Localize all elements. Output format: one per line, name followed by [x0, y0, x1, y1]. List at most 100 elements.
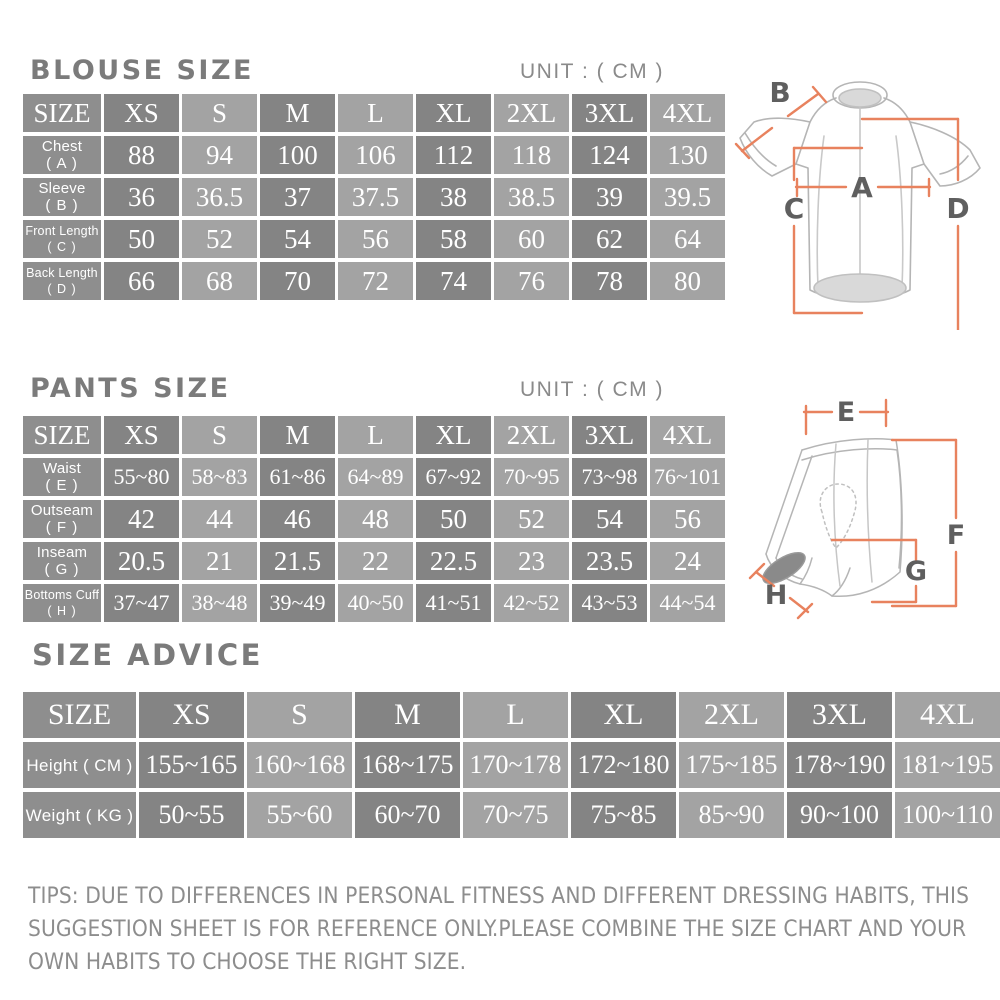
header-cell-l: L	[338, 416, 413, 454]
cell-height-2xl: 175~185	[679, 742, 784, 788]
header-cell-size: SIZE	[23, 94, 101, 132]
shorts-dimension-letters: E F G H	[765, 397, 966, 611]
cell-height-4xl: 181~195	[895, 742, 1000, 788]
cell-back-2xl: 76	[494, 262, 569, 300]
table-row: Height ( CM ) 155~165 160~168 168~175 17…	[23, 742, 1000, 788]
cell-inseam-4xl: 24	[650, 542, 725, 580]
row-label-front-length: Front Length ( C )	[23, 220, 101, 258]
cell-cuff-l: 40~50	[338, 584, 413, 622]
cell-front-xs: 50	[104, 220, 179, 258]
header-cell-xl: XL	[416, 416, 491, 454]
shorts-outline	[762, 438, 903, 598]
cell-waist-m: 61~86	[260, 458, 335, 496]
cell-waist-3xl: 73~98	[572, 458, 647, 496]
cell-height-xs: 155~165	[139, 742, 244, 788]
table-row: Bottoms Cuff ( H ) 37~47 38~48 39~49 40~…	[23, 584, 725, 622]
cell-waist-s: 58~83	[182, 458, 257, 496]
table-header-row: SIZE XS S M L XL 2XL 3XL 4XL	[23, 692, 1000, 738]
cell-inseam-xs: 20.5	[104, 542, 179, 580]
cell-front-m: 54	[260, 220, 335, 258]
cell-chest-xs: 88	[104, 136, 179, 174]
jersey-dimension-letters: A B C D	[769, 76, 969, 225]
table-row: Weight ( KG ) 50~55 55~60 60~70 70~75 75…	[23, 792, 1000, 838]
table-row: Front Length ( C ) 50 52 54 56 58 60 62 …	[23, 220, 725, 258]
cell-waist-xs: 55~80	[104, 458, 179, 496]
cell-sleeve-xl: 38	[416, 178, 491, 216]
cell-back-l: 72	[338, 262, 413, 300]
cell-sleeve-2xl: 38.5	[494, 178, 569, 216]
cell-weight-m: 60~70	[355, 792, 460, 838]
header-cell-l: L	[338, 94, 413, 132]
row-label-text: Front Length	[25, 224, 99, 238]
header-cell-3xl: 3XL	[572, 416, 647, 454]
row-label-code: ( C )	[47, 240, 77, 254]
tips-paragraph: TIPS: DUE TO DIFFERENCES IN PERSONAL FIT…	[28, 883, 970, 975]
cell-sleeve-l: 37.5	[338, 178, 413, 216]
jersey-measurement-guides	[734, 85, 960, 330]
row-label-text: Chest	[41, 138, 83, 155]
row-label-text: Waist	[43, 460, 81, 477]
cell-back-4xl: 80	[650, 262, 725, 300]
cell-chest-4xl: 130	[650, 136, 725, 174]
shorts-measurement-guides	[748, 398, 958, 620]
jersey-outline	[739, 81, 981, 303]
header-cell-2xl: 2XL	[494, 416, 569, 454]
header-cell-xs: XS	[104, 416, 179, 454]
header-cell-m: M	[260, 416, 335, 454]
row-label-waist: Waist ( E )	[23, 458, 101, 496]
cell-front-s: 52	[182, 220, 257, 258]
cell-cuff-3xl: 43~53	[572, 584, 647, 622]
cell-outseam-xl: 50	[416, 500, 491, 538]
header-cell-4xl: 4XL	[650, 416, 725, 454]
cell-back-xs: 66	[104, 262, 179, 300]
shorts-label-h: H	[765, 580, 788, 611]
row-label-outseam: Outseam ( F )	[23, 500, 101, 538]
cell-height-m: 168~175	[355, 742, 460, 788]
cell-cuff-xl: 41~51	[416, 584, 491, 622]
row-label-code: ( G )	[44, 561, 80, 578]
cell-inseam-2xl: 23	[494, 542, 569, 580]
blouse-unit-label: UNIT : ( CM )	[520, 60, 664, 83]
row-label-text: Sleeve	[38, 180, 86, 197]
header-cell-2xl: 2XL	[679, 692, 784, 738]
pants-unit-label: UNIT : ( CM )	[520, 378, 664, 401]
cell-front-l: 56	[338, 220, 413, 258]
header-cell-size: SIZE	[23, 692, 136, 738]
cell-outseam-l: 48	[338, 500, 413, 538]
table-header-row: SIZE XS S M L XL 2XL 3XL 4XL	[23, 416, 725, 454]
cell-weight-s: 55~60	[247, 792, 352, 838]
cell-chest-m: 100	[260, 136, 335, 174]
table-row: Sleeve ( B ) 36 36.5 37 37.5 38 38.5 39 …	[23, 178, 725, 216]
cell-outseam-3xl: 54	[572, 500, 647, 538]
header-cell-4xl: 4XL	[650, 94, 725, 132]
cell-sleeve-s: 36.5	[182, 178, 257, 216]
header-cell-xl: XL	[416, 94, 491, 132]
header-cell-xl: XL	[571, 692, 676, 738]
cell-sleeve-xs: 36	[104, 178, 179, 216]
jersey-label-d: D	[946, 192, 969, 225]
cell-front-3xl: 62	[572, 220, 647, 258]
cell-front-xl: 58	[416, 220, 491, 258]
cell-chest-xl: 112	[416, 136, 491, 174]
pants-section-title: PANTS SIZE	[30, 373, 231, 404]
jersey-label-c: C	[784, 192, 805, 225]
cell-sleeve-4xl: 39.5	[650, 178, 725, 216]
header-cell-xs: XS	[104, 94, 179, 132]
row-label-code: ( F )	[45, 519, 79, 536]
cell-chest-3xl: 124	[572, 136, 647, 174]
cell-back-m: 70	[260, 262, 335, 300]
cell-sleeve-m: 37	[260, 178, 335, 216]
cell-cuff-s: 38~48	[182, 584, 257, 622]
row-label-weight: Weight ( KG )	[23, 792, 136, 838]
cell-outseam-m: 46	[260, 500, 335, 538]
row-label-code: ( E )	[45, 477, 79, 494]
row-label-code: ( D )	[47, 282, 77, 296]
cell-outseam-xs: 42	[104, 500, 179, 538]
shorts-label-g: G	[905, 556, 927, 587]
table-row: Inseam ( G ) 20.5 21 21.5 22 22.5 23 23.…	[23, 542, 725, 580]
row-label-text: Outseam	[30, 502, 94, 519]
cell-weight-3xl: 90~100	[787, 792, 892, 838]
row-label-text: Bottoms Cuff	[24, 588, 100, 602]
table-row: Outseam ( F ) 42 44 46 48 50 52 54 56	[23, 500, 725, 538]
cell-weight-xl: 75~85	[571, 792, 676, 838]
